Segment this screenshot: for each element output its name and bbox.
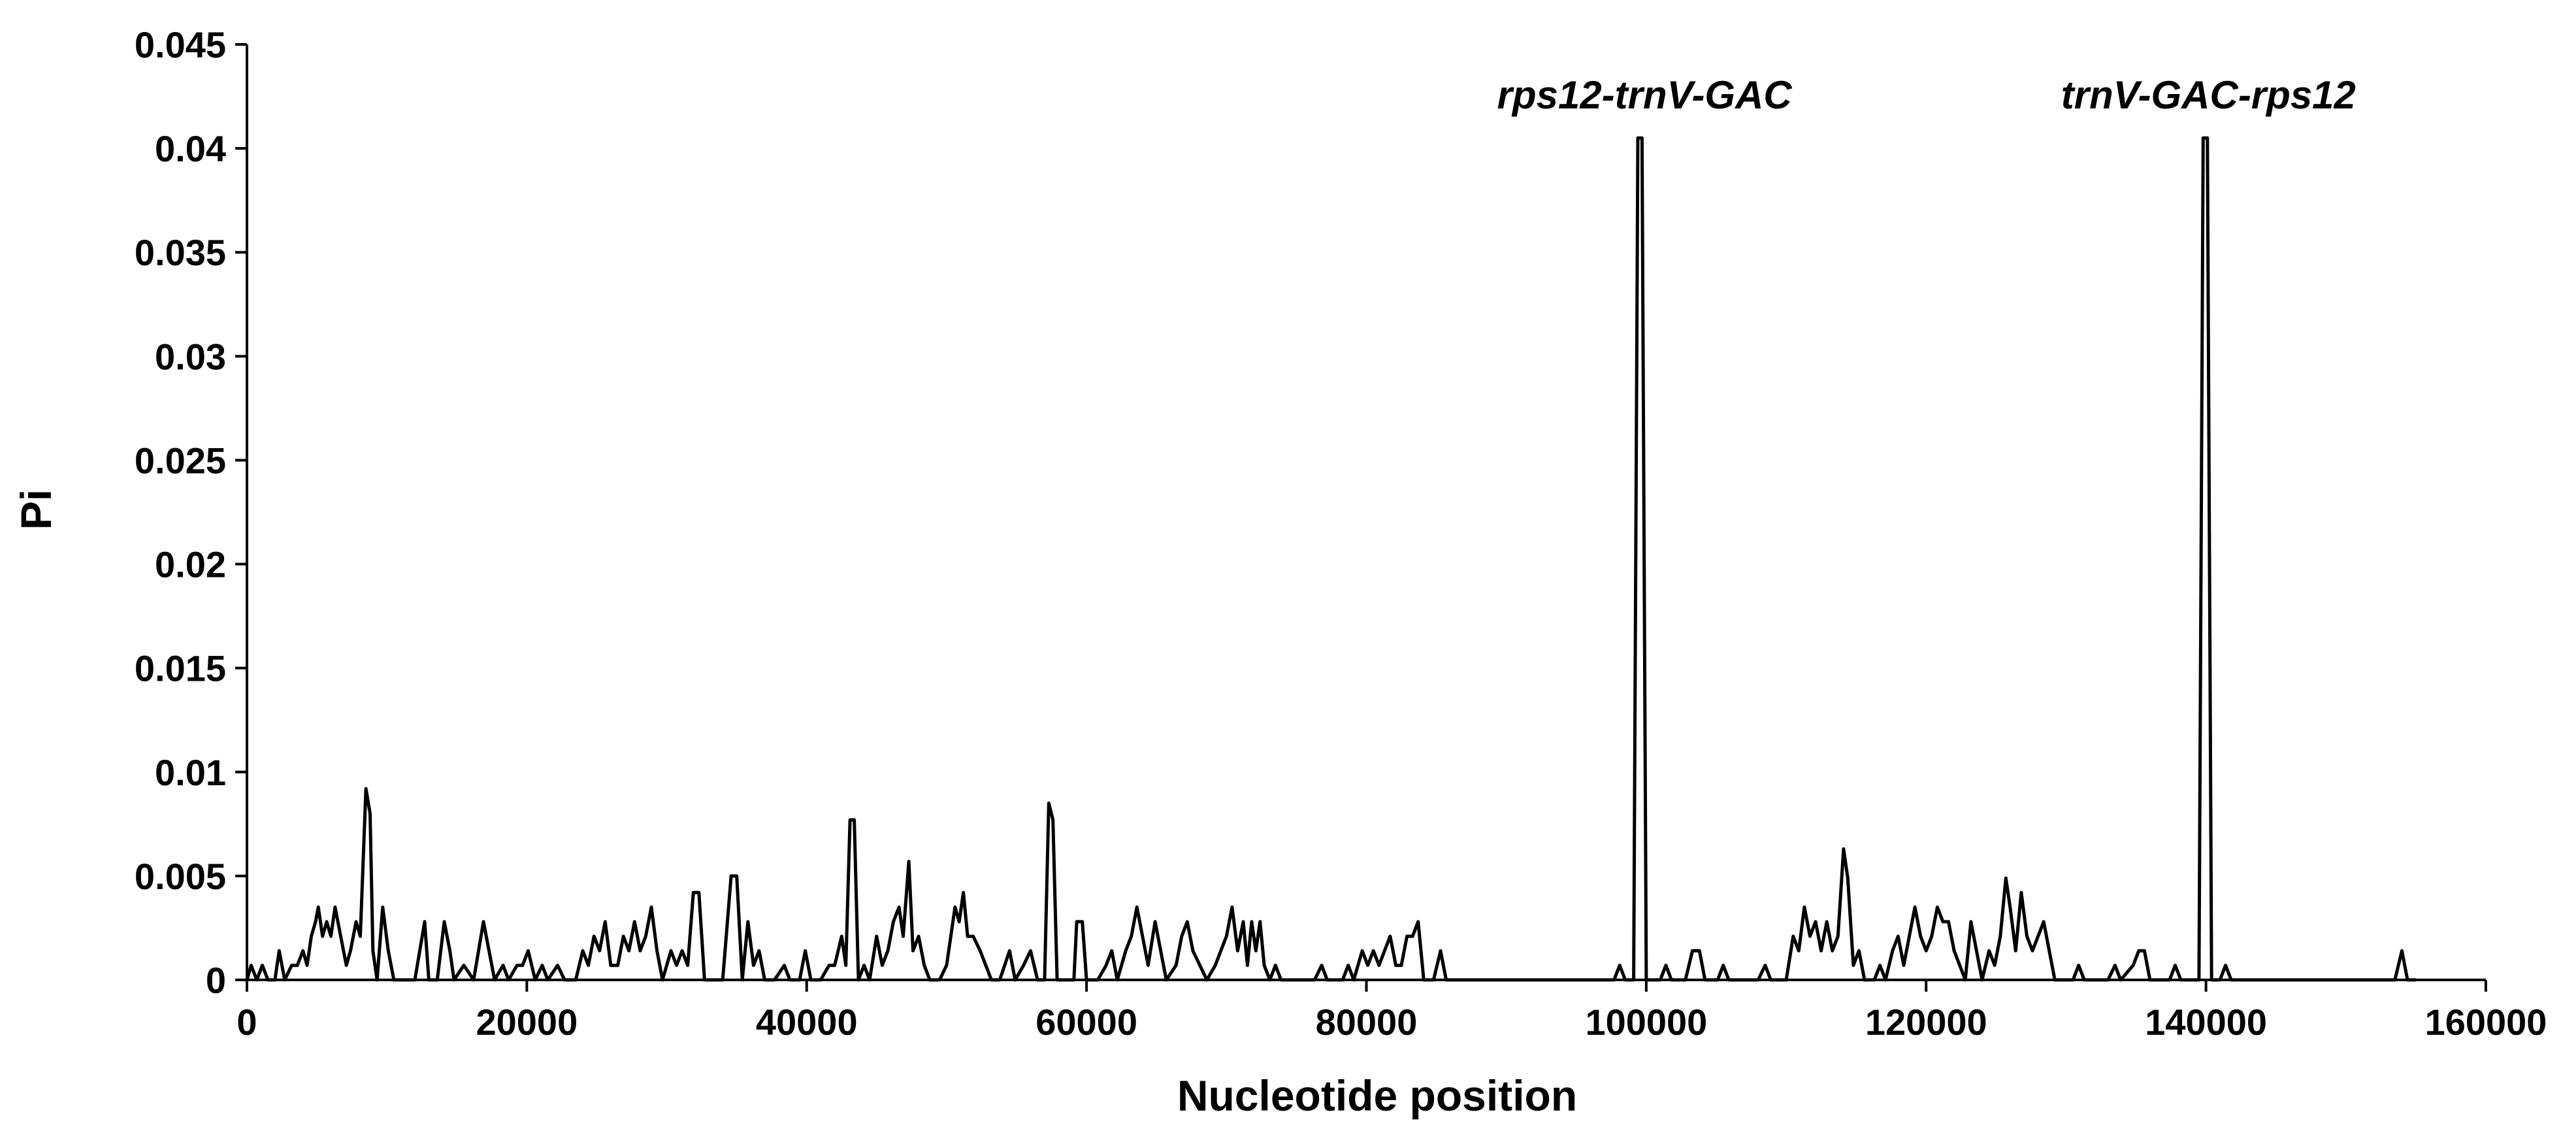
y-tick-label: 0.025	[135, 440, 226, 481]
series-layer	[245, 136, 2416, 982]
annotations: rps12-trnV-GAC trnV-GAC-rps12	[1497, 73, 2356, 117]
axes	[235, 43, 2487, 992]
x-tick-label: 40000	[756, 1001, 858, 1043]
y-tick-label: 0.02	[155, 544, 226, 585]
y-tick-label: 0.045	[135, 24, 226, 65]
x-tick-label: 140000	[2145, 1001, 2267, 1043]
x-tick-label: 80000	[1316, 1001, 1418, 1043]
x-tick-label: 160000	[2425, 1001, 2547, 1043]
peak-annotation-label: trnV-GAC-rps12	[2061, 73, 2356, 117]
x-tick-label: 0	[236, 1001, 257, 1043]
y-axis-title: Pi	[12, 489, 60, 530]
pi-series-line	[245, 136, 2416, 982]
y-tick-label: 0.04	[155, 128, 226, 169]
x-axis-title: Nucleotide position	[1177, 1071, 1577, 1120]
y-tick-label: 0.005	[135, 856, 226, 897]
x-tick-label: 20000	[476, 1001, 578, 1043]
y-tick-label: 0	[206, 960, 226, 1001]
tick-labels: 0 0.005 0.01 0.015 0.02 0.025 0.03 0.035 0.04 0.0…	[135, 24, 2547, 1043]
y-tick-label: 0.01	[155, 752, 226, 793]
x-tick-label: 60000	[1035, 1001, 1137, 1043]
y-tick-label: 0.03	[155, 336, 226, 377]
y-tick-label: 0.035	[135, 232, 226, 273]
y-tick-label: 0.015	[135, 648, 226, 689]
peak-annotation-label: rps12-trnV-GAC	[1497, 73, 1793, 117]
x-tick-label: 100000	[1585, 1001, 1707, 1043]
x-tick-label: 120000	[1865, 1001, 1987, 1043]
